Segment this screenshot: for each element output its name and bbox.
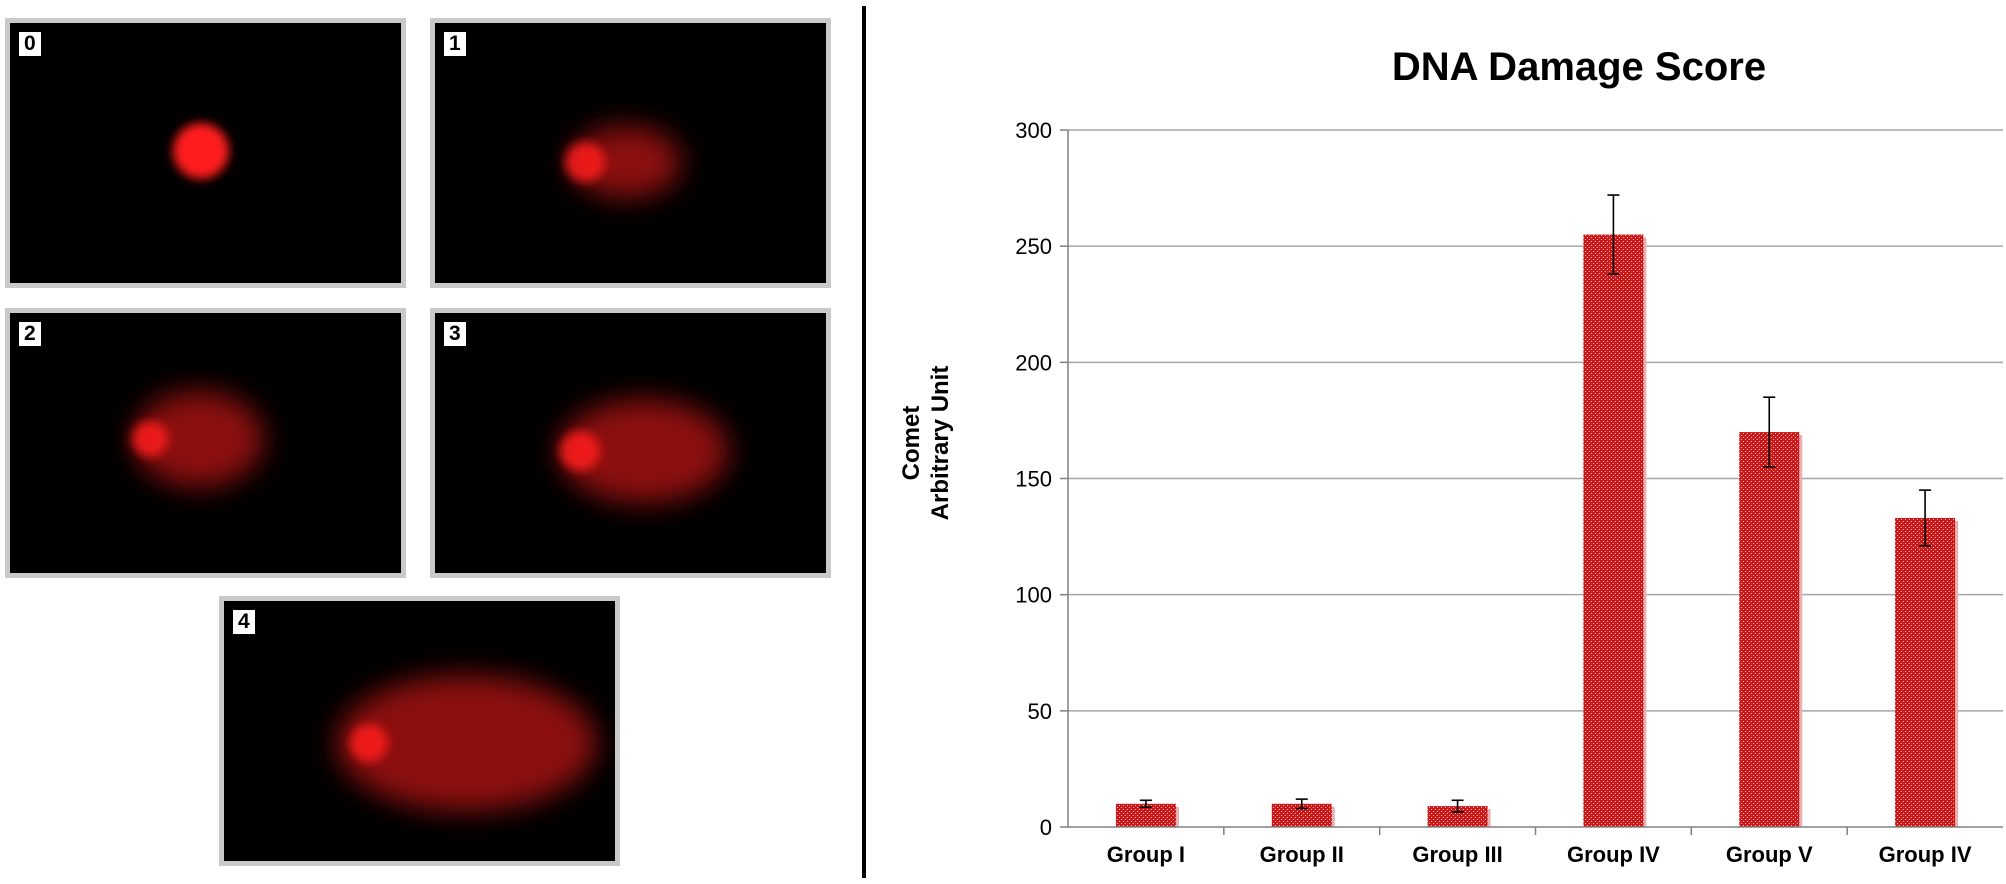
y-tick-label: 300: [1015, 118, 1052, 143]
bar: [1115, 803, 1176, 827]
comet-head: [132, 421, 168, 457]
panel-label: 0: [19, 32, 41, 56]
x-tick-label: Group III: [1412, 842, 1502, 867]
panel-label: 2: [19, 322, 41, 346]
panel-label: 4: [233, 610, 255, 634]
comet-head: [565, 142, 605, 182]
y-tick-label: 150: [1015, 467, 1052, 492]
panel-label: 1: [444, 32, 466, 56]
y-tick-label: 100: [1015, 583, 1052, 608]
comet-head: [173, 123, 229, 179]
x-tick-label: Group II: [1260, 842, 1344, 867]
error-bar: [1451, 799, 1464, 813]
comet-panel-1: 1: [430, 18, 831, 288]
x-tick-label: Group IV: [1567, 842, 1660, 867]
axes: [1067, 130, 2003, 828]
error-bar: [1607, 194, 1620, 275]
error-bar: [1139, 799, 1152, 809]
chart-title: DNA Damage Score: [1392, 45, 1766, 89]
comet-panel-0: 0: [5, 18, 406, 288]
bars: [1115, 234, 1959, 828]
comet-image: [173, 123, 229, 179]
error-bars: [1139, 194, 1932, 813]
bar: [1739, 432, 1800, 827]
bar: [1895, 517, 1956, 827]
comet-image: [565, 126, 682, 198]
comet-tail: [558, 399, 729, 503]
comet-image: [132, 391, 264, 487]
y-tick-labels: 0 50 100 150 200 250 300: [1015, 118, 1052, 840]
error-bar: [1295, 798, 1308, 810]
error-bar: [1763, 396, 1776, 468]
y-axis-title-line2: Arbitrary Unit: [927, 366, 954, 521]
comet-panel-2: 2: [5, 308, 406, 578]
y-axis-title-line1: Comet: [898, 406, 925, 481]
comet-tail: [133, 391, 264, 487]
comet-head: [350, 724, 388, 762]
x-tick-label: Group V: [1726, 842, 1813, 867]
x-tick-labels: Group I Group II Group III Group IV Group V G…: [1107, 842, 1972, 867]
comet-tail: [336, 675, 597, 811]
figure-divider: [862, 6, 866, 878]
bar: [1427, 806, 1488, 827]
panel-label: 3: [444, 322, 466, 346]
comet-panel-4: 4: [219, 596, 620, 866]
y-tick-label: 0: [1040, 815, 1052, 840]
bar: [1583, 234, 1644, 828]
error-bar: [1919, 489, 1932, 547]
comet-tail: [571, 126, 682, 198]
dna-damage-chart: DNA Damage Score Comet Arbitrary Unit 0 5…: [898, 45, 2003, 867]
y-tick-label: 250: [1015, 234, 1052, 259]
comet-image: [336, 675, 597, 811]
y-axis-title: Comet Arbitrary Unit: [898, 366, 954, 521]
x-tick-label: Group IV: [1879, 842, 1972, 867]
bar: [1271, 803, 1332, 827]
comet-head: [560, 431, 600, 471]
comet-image: [558, 399, 729, 503]
y-tick-label: 200: [1015, 350, 1052, 375]
comet-panel-3: 3: [430, 308, 831, 578]
x-tick-label: Group I: [1107, 842, 1185, 867]
gridlines: [1060, 129, 2003, 835]
y-tick-label: 50: [1028, 699, 1052, 724]
